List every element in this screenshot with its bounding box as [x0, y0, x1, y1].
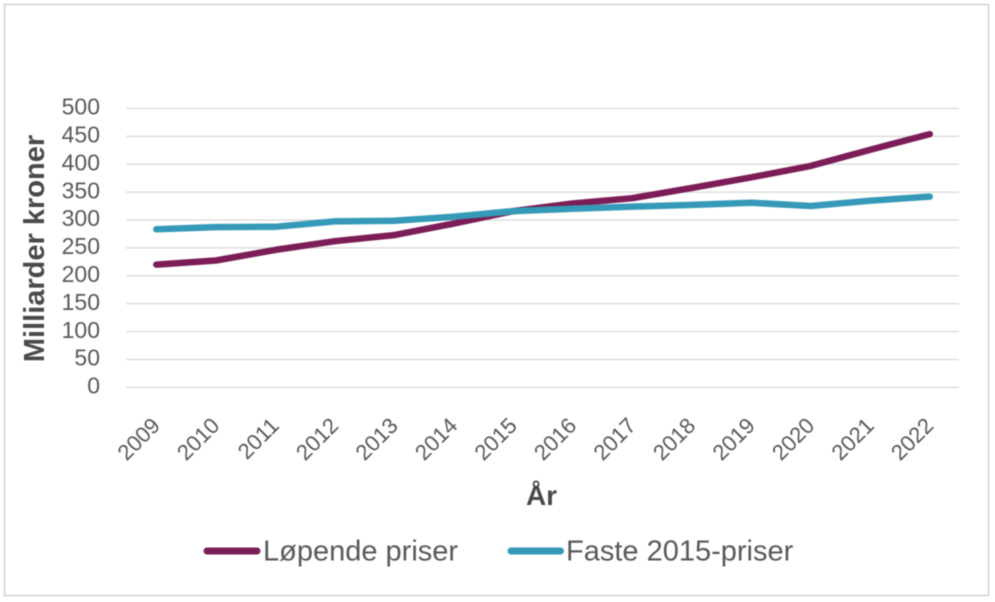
- svg-text:250: 250: [62, 233, 100, 259]
- svg-text:450: 450: [62, 122, 100, 148]
- svg-text:350: 350: [62, 177, 100, 203]
- svg-text:500: 500: [62, 94, 100, 120]
- svg-text:200: 200: [62, 261, 100, 287]
- svg-text:0: 0: [87, 373, 100, 399]
- svg-text:Løpende priser: Løpende priser: [263, 536, 458, 568]
- svg-text:400: 400: [62, 149, 100, 175]
- svg-text:Milliarder kroner: Milliarder kroner: [19, 135, 51, 362]
- svg-text:100: 100: [62, 317, 100, 343]
- svg-text:50: 50: [74, 345, 100, 371]
- svg-text:300: 300: [62, 205, 100, 231]
- svg-text:År: År: [526, 480, 557, 511]
- svg-text:Faste 2015-priser: Faste 2015-priser: [566, 536, 794, 568]
- svg-text:150: 150: [62, 289, 100, 315]
